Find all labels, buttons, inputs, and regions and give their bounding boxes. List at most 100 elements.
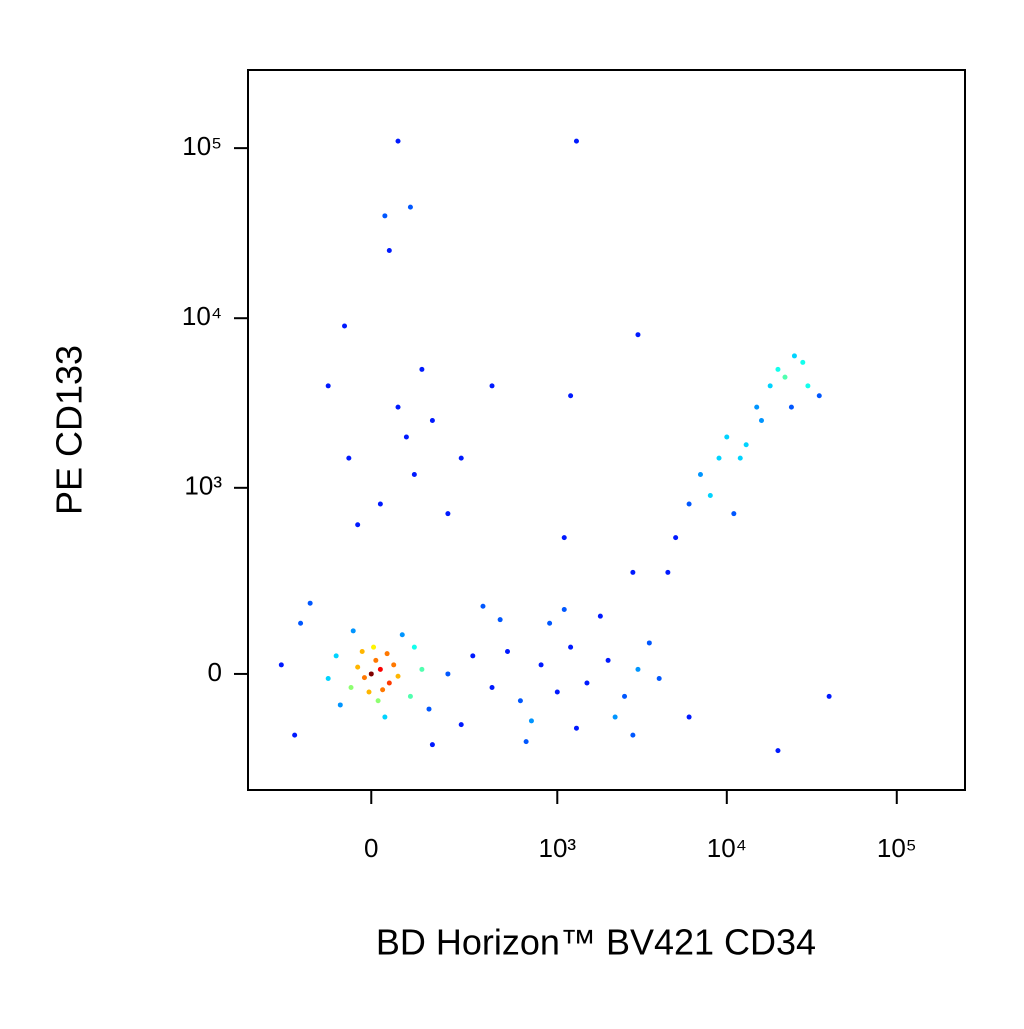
data-point xyxy=(399,632,405,638)
data-point xyxy=(366,689,372,695)
data-point xyxy=(470,653,476,659)
plot-frame xyxy=(247,69,966,791)
data-point xyxy=(375,698,381,704)
data-point xyxy=(278,662,284,668)
data-point xyxy=(489,383,495,389)
data-point xyxy=(573,725,579,731)
data-point xyxy=(411,644,417,650)
data-point xyxy=(377,501,383,507)
data-point xyxy=(348,685,354,691)
data-point xyxy=(646,640,652,646)
data-point xyxy=(791,353,797,359)
data-point xyxy=(395,404,401,410)
data-point xyxy=(445,671,451,677)
data-point xyxy=(429,418,435,424)
data-point xyxy=(788,404,794,410)
x-tick-label: 0 xyxy=(364,833,378,863)
data-point xyxy=(561,535,567,541)
data-point xyxy=(547,620,553,626)
data-point xyxy=(382,213,388,219)
data-point xyxy=(359,648,365,654)
data-point xyxy=(292,732,298,738)
data-point xyxy=(350,628,356,634)
data-point xyxy=(665,569,671,575)
data-point xyxy=(635,332,641,338)
data-point xyxy=(407,693,413,699)
data-point xyxy=(371,644,377,650)
data-point xyxy=(568,393,574,399)
data-point xyxy=(775,748,781,754)
data-point xyxy=(561,606,567,612)
data-point xyxy=(419,666,425,672)
data-point xyxy=(368,671,374,677)
data-point xyxy=(395,138,401,144)
data-point xyxy=(707,492,713,498)
data-point xyxy=(505,648,511,654)
data-point xyxy=(337,702,343,708)
data-point xyxy=(419,366,425,372)
data-point xyxy=(775,366,781,372)
data-point xyxy=(758,418,764,424)
data-point xyxy=(697,471,703,477)
data-point xyxy=(333,653,339,659)
data-point xyxy=(517,698,523,704)
data-point xyxy=(489,685,495,691)
data-point xyxy=(426,706,432,712)
data-point xyxy=(673,535,679,541)
data-point xyxy=(355,522,361,528)
data-point xyxy=(767,383,773,389)
y-tick-label: 0 xyxy=(208,657,222,687)
data-point xyxy=(497,617,503,623)
data-point xyxy=(743,442,749,448)
data-point xyxy=(800,359,806,365)
data-point xyxy=(384,651,390,657)
data-point xyxy=(573,138,579,144)
data-point xyxy=(605,657,611,663)
data-point xyxy=(826,693,832,699)
data-point xyxy=(429,742,435,748)
data-point xyxy=(325,383,331,389)
data-point xyxy=(686,714,692,720)
data-point xyxy=(458,455,464,461)
data-point xyxy=(403,434,409,440)
data-point xyxy=(528,718,534,724)
data-point xyxy=(458,722,464,728)
data-point xyxy=(298,620,304,626)
y-tick-label: 10³ xyxy=(184,471,222,501)
data-point xyxy=(307,600,313,606)
data-point xyxy=(342,323,348,329)
data-point xyxy=(554,689,560,695)
data-point xyxy=(391,662,397,668)
data-point xyxy=(386,680,392,686)
data-point xyxy=(355,664,361,670)
data-point xyxy=(373,657,379,663)
data-point xyxy=(325,675,331,681)
data-point xyxy=(584,680,590,686)
data-point xyxy=(630,732,636,738)
data-point xyxy=(731,511,737,517)
x-tick-label: 10⁵ xyxy=(877,833,917,863)
data-point xyxy=(568,644,574,650)
data-point xyxy=(635,666,641,672)
data-point xyxy=(724,434,730,440)
data-point xyxy=(361,675,367,681)
data-point xyxy=(630,569,636,575)
data-point xyxy=(782,374,788,380)
y-tick-label: 10⁵ xyxy=(182,131,222,161)
data-point xyxy=(737,455,743,461)
data-point xyxy=(754,404,760,410)
data-point xyxy=(523,739,529,745)
data-point xyxy=(805,383,811,389)
data-point xyxy=(395,673,401,679)
data-point xyxy=(380,687,386,693)
data-point xyxy=(622,693,628,699)
data-point xyxy=(407,204,413,210)
y-tick-label: 10⁴ xyxy=(182,301,222,331)
data-point xyxy=(386,248,392,254)
data-point xyxy=(816,393,822,399)
data-point xyxy=(382,714,388,720)
data-point xyxy=(538,662,544,668)
data-point xyxy=(686,501,692,507)
